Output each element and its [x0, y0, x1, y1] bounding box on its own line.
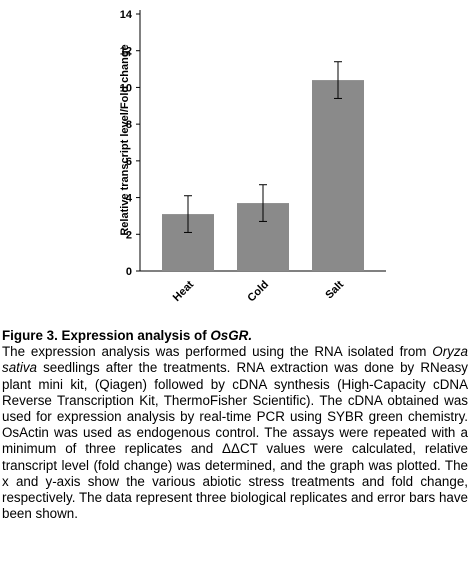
caption-title: Figure 3. Expression analysis of OsGR.: [2, 328, 468, 344]
y-axis-label: Relative transcript level/Fold change: [119, 44, 131, 235]
caption-body-part-1: The expression analysis was performed us…: [2, 344, 433, 360]
x-tick-label: Heat: [171, 278, 197, 304]
y-tick-label: 8: [126, 119, 132, 131]
x-axis-ticks: Heat Cold Salt: [171, 278, 347, 304]
bar: [312, 80, 364, 271]
y-tick-label: 6: [126, 156, 132, 168]
caption-species: Oryza sativa: [2, 344, 468, 376]
x-tick-label: Salt: [323, 278, 346, 301]
y-tick-label: 2: [126, 229, 132, 241]
x-tick-label: Cold: [245, 279, 271, 305]
caption-body-part-2: seedlings after the treatments. RNA extr…: [2, 360, 468, 522]
y-tick-label: 14: [120, 9, 133, 21]
caption-body: The expression analysis was performed us…: [2, 344, 468, 522]
caption-title-gene: OsGR.: [210, 328, 253, 343]
y-tick-label: 0: [126, 266, 132, 278]
bars: [162, 61, 364, 271]
y-tick-label: 12: [120, 46, 132, 58]
y-tick-label: 4: [126, 193, 133, 205]
caption-title-prefix: Figure 3. Expression analysis of: [2, 328, 211, 343]
figure-caption: Figure 3. Expression analysis of OsGR. T…: [2, 328, 468, 522]
bar-chart: Relative transcript level/Fold change 0 2…: [119, 9, 386, 304]
y-tick-label: 10: [120, 82, 132, 94]
